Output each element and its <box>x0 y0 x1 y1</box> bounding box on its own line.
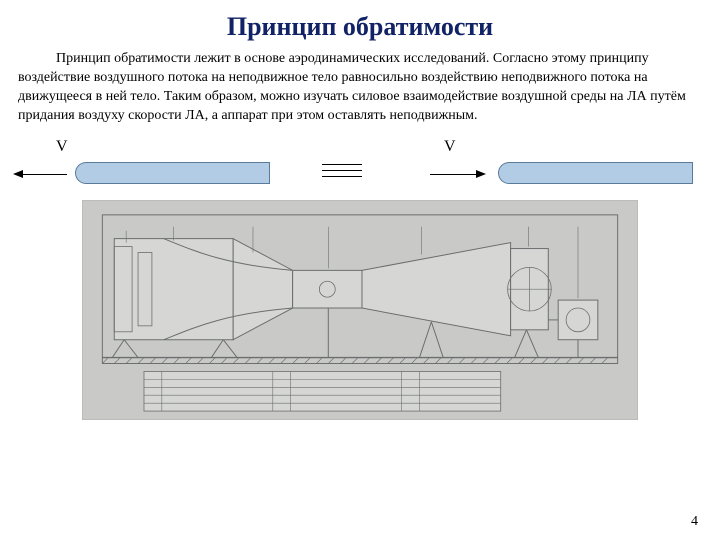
reversibility-diagram: V V <box>0 128 720 198</box>
left-body-bar <box>89 162 270 184</box>
paragraph-text: Принцип обратимости лежит в основе аэрод… <box>18 50 702 126</box>
right-body-nose <box>498 162 512 184</box>
arrow-right-line <box>430 174 476 175</box>
arrow-right-head <box>476 170 486 178</box>
wind-tunnel-svg <box>83 201 637 419</box>
velocity-label-left: V <box>56 138 68 156</box>
arrow-left-line <box>23 174 67 175</box>
equals-symbol <box>322 164 362 182</box>
velocity-label-right: V <box>444 138 456 156</box>
wind-tunnel-figure <box>82 200 638 420</box>
right-body-bar <box>512 162 693 184</box>
page-number: 4 <box>691 514 698 530</box>
arrow-left-head <box>13 170 23 178</box>
left-body-nose <box>75 162 89 184</box>
page-title: Принцип обратимости <box>0 0 720 50</box>
main-paragraph: Принцип обратимости лежит в основе аэрод… <box>0 50 720 126</box>
